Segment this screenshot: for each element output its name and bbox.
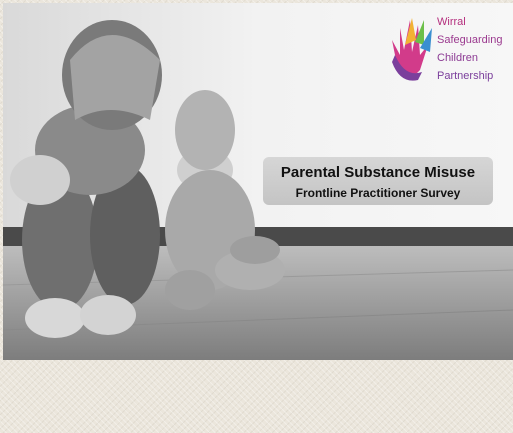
page: Wirral Safeguarding Children Partnership… xyxy=(0,0,513,433)
banner: Parental Substance Misuse Frontline Prac… xyxy=(263,157,493,205)
banner-title: Parental Substance Misuse xyxy=(281,164,475,181)
logo-text: Partnership xyxy=(437,70,493,82)
logo-text: Children xyxy=(437,52,478,64)
logo-text: Safeguarding xyxy=(437,34,502,46)
banner-subtitle: Frontline Practitioner Survey xyxy=(296,186,461,200)
header-image: Wirral Safeguarding Children Partnership… xyxy=(0,0,513,433)
logo-text: Wirral xyxy=(437,16,466,28)
